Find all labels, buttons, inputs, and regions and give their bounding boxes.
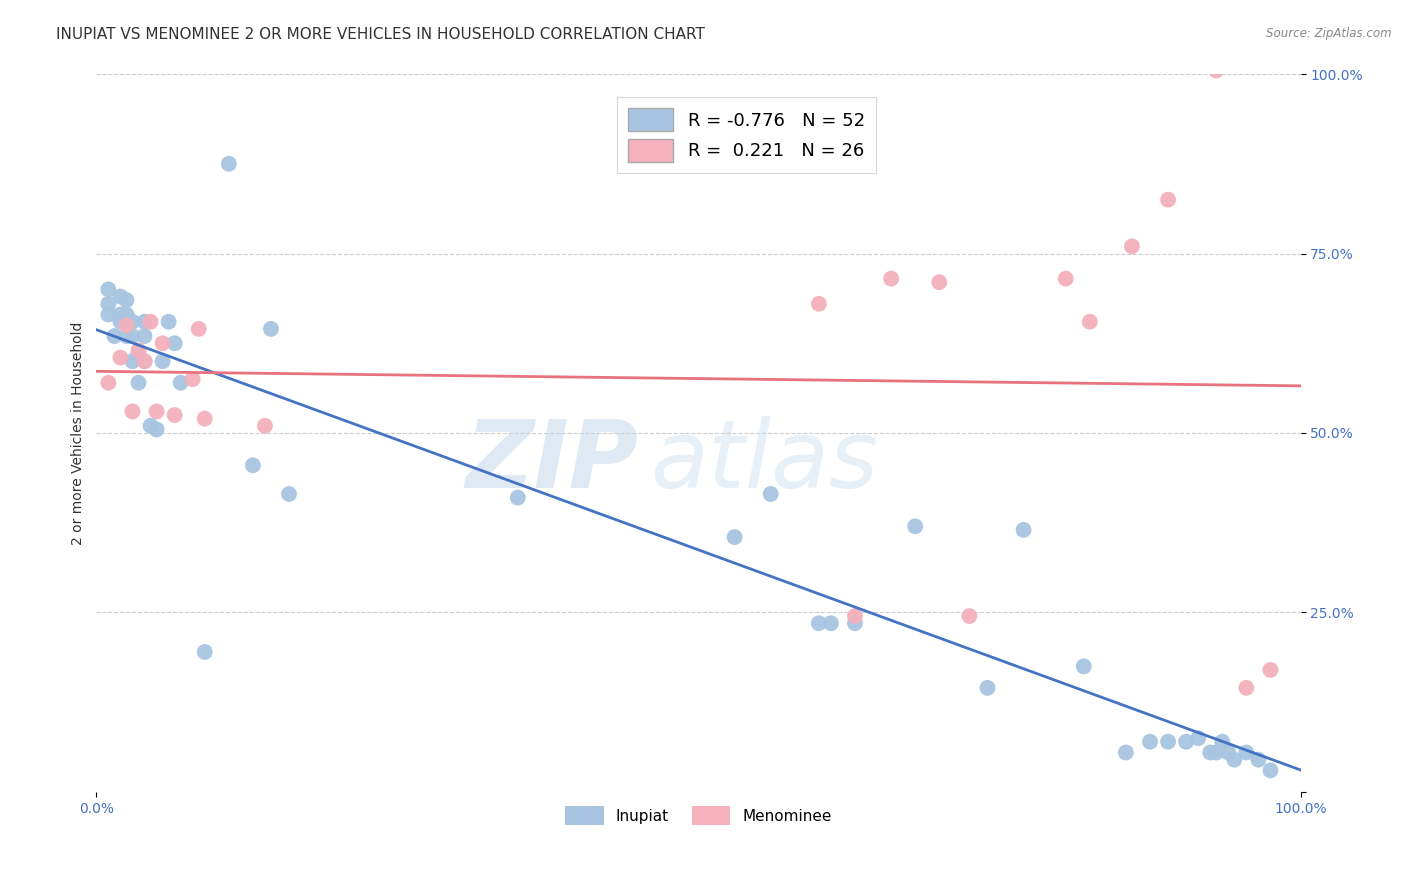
Point <box>97 376 120 390</box>
Point <box>145 422 167 436</box>
Point <box>723 530 745 544</box>
Point <box>844 616 866 631</box>
Text: atlas: atlas <box>650 417 879 508</box>
Point <box>218 157 240 171</box>
Point <box>115 318 138 333</box>
Y-axis label: 2 or more Vehicles in Household: 2 or more Vehicles in Household <box>72 321 86 545</box>
Point <box>1234 746 1257 760</box>
Point <box>97 282 120 296</box>
Point <box>1247 753 1270 767</box>
Point <box>1054 271 1077 285</box>
Point <box>97 297 120 311</box>
Point <box>242 458 264 473</box>
Point <box>115 329 138 343</box>
Point <box>187 322 209 336</box>
Point <box>139 418 162 433</box>
Point <box>115 293 138 308</box>
Point <box>110 315 132 329</box>
Point <box>957 609 980 624</box>
Point <box>1234 681 1257 695</box>
Point <box>121 329 143 343</box>
Point <box>1205 746 1227 760</box>
Point <box>157 315 180 329</box>
Point <box>759 487 782 501</box>
Point <box>976 681 998 695</box>
Point <box>121 354 143 368</box>
Text: ZIP: ZIP <box>465 416 638 508</box>
Point <box>1115 746 1137 760</box>
Point <box>169 376 191 390</box>
Point <box>134 354 156 368</box>
Point <box>1012 523 1035 537</box>
Point <box>1073 659 1095 673</box>
Point <box>1157 193 1180 207</box>
Point <box>260 322 283 336</box>
Point <box>1121 239 1143 253</box>
Point <box>506 491 529 505</box>
Point <box>121 315 143 329</box>
Point <box>880 271 903 285</box>
Point <box>134 329 156 343</box>
Point <box>1199 746 1222 760</box>
Point <box>128 376 150 390</box>
Point <box>110 289 132 303</box>
Point <box>1218 746 1240 760</box>
Point <box>145 404 167 418</box>
Point <box>278 487 301 501</box>
Point <box>194 645 217 659</box>
Point <box>134 315 156 329</box>
Point <box>1260 764 1282 778</box>
Point <box>152 336 174 351</box>
Point <box>110 308 132 322</box>
Point <box>1187 731 1209 745</box>
Legend: Inupiat, Menominee: Inupiat, Menominee <box>557 797 841 835</box>
Point <box>134 354 156 368</box>
Text: INUPIAT VS MENOMINEE 2 OR MORE VEHICLES IN HOUSEHOLD CORRELATION CHART: INUPIAT VS MENOMINEE 2 OR MORE VEHICLES … <box>56 27 706 42</box>
Point <box>103 329 125 343</box>
Point <box>928 275 950 289</box>
Point <box>1175 735 1198 749</box>
Point <box>807 616 830 631</box>
Point <box>807 297 830 311</box>
Point <box>128 347 150 361</box>
Text: Source: ZipAtlas.com: Source: ZipAtlas.com <box>1267 27 1392 40</box>
Point <box>820 616 842 631</box>
Point <box>1223 753 1246 767</box>
Point <box>1139 735 1161 749</box>
Point <box>1211 735 1233 749</box>
Point <box>110 351 132 365</box>
Point <box>181 372 204 386</box>
Point <box>128 343 150 358</box>
Point <box>253 418 276 433</box>
Point <box>1157 735 1180 749</box>
Point <box>1205 63 1227 78</box>
Point <box>121 404 143 418</box>
Point <box>194 411 217 425</box>
Point <box>97 308 120 322</box>
Point <box>152 354 174 368</box>
Point <box>163 336 186 351</box>
Point <box>1260 663 1282 677</box>
Point <box>844 609 866 624</box>
Point <box>1078 315 1101 329</box>
Point <box>904 519 927 533</box>
Point <box>139 315 162 329</box>
Point <box>163 408 186 422</box>
Point <box>115 308 138 322</box>
